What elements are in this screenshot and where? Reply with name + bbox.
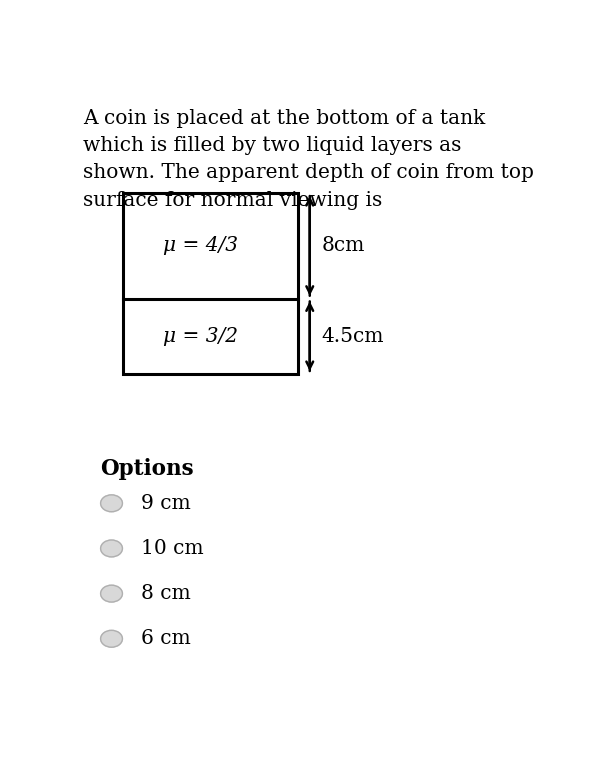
Text: 8cm: 8cm (322, 236, 365, 256)
Text: μ = 4/3: μ = 4/3 (163, 236, 238, 256)
Ellipse shape (100, 540, 122, 557)
Ellipse shape (100, 495, 122, 511)
Text: 6 cm: 6 cm (141, 630, 191, 648)
Text: Options: Options (100, 458, 193, 480)
Ellipse shape (100, 585, 122, 602)
Text: 8 cm: 8 cm (141, 584, 191, 603)
Text: A coin is placed at the bottom of a tank
which is filled by two liquid layers as: A coin is placed at the bottom of a tank… (83, 109, 534, 210)
Text: 9 cm: 9 cm (141, 493, 191, 513)
Text: μ = 3/2: μ = 3/2 (163, 327, 238, 346)
Text: 10 cm: 10 cm (141, 539, 204, 558)
Text: 4.5cm: 4.5cm (322, 327, 384, 346)
Bar (123, 193, 298, 374)
Ellipse shape (100, 630, 122, 647)
